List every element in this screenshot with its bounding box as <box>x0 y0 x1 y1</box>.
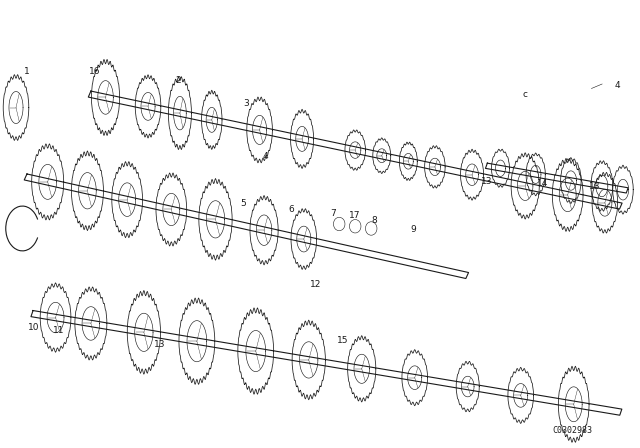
Text: 4: 4 <box>615 81 620 90</box>
Text: 13: 13 <box>589 182 601 191</box>
Text: 11: 11 <box>53 326 65 335</box>
Text: 1: 1 <box>24 67 29 76</box>
Text: 12: 12 <box>310 280 321 289</box>
Text: 14: 14 <box>537 179 548 188</box>
Text: c: c <box>522 90 527 99</box>
Text: 13: 13 <box>481 177 492 186</box>
Text: 8: 8 <box>372 216 377 225</box>
Text: 6: 6 <box>289 205 294 214</box>
Text: 16: 16 <box>89 67 100 76</box>
Text: 9: 9 <box>410 225 415 234</box>
Text: 3: 3 <box>244 99 249 108</box>
Text: C0302983: C0302983 <box>553 426 593 435</box>
Text: 10: 10 <box>28 323 40 332</box>
Text: 2: 2 <box>175 76 180 85</box>
Text: 13: 13 <box>154 340 166 349</box>
Text: 4: 4 <box>263 152 268 161</box>
Text: 7: 7 <box>330 209 335 218</box>
Text: 17: 17 <box>349 211 361 220</box>
Text: 5: 5 <box>241 199 246 208</box>
Text: 15: 15 <box>337 336 348 345</box>
